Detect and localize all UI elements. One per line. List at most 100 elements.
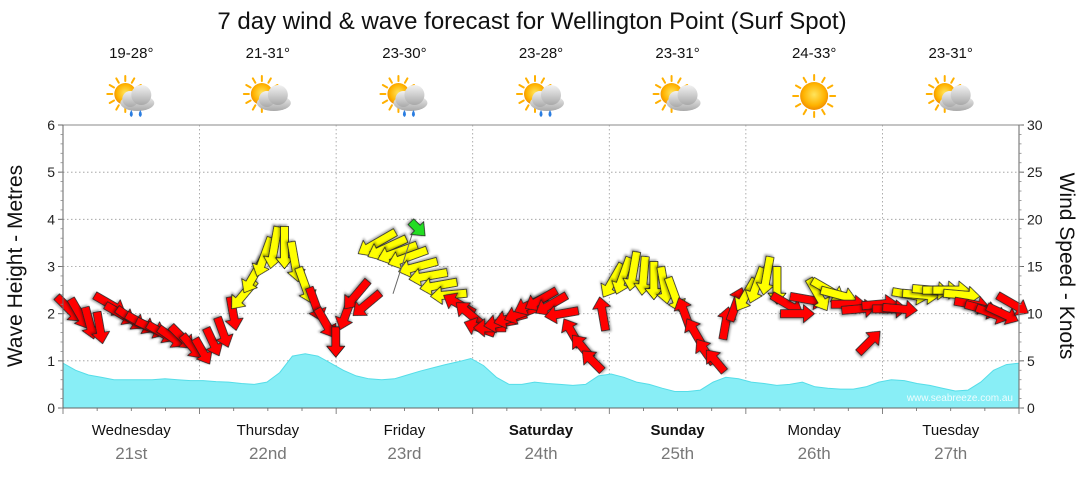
chart-title: 7 day wind & wave forecast for Wellingto… — [217, 8, 846, 35]
weather-row: 19-28° 21-31° 23-30° 23-28° 23-31° 24-33° 23-3… — [106, 45, 974, 118]
cloud-puff — [404, 85, 425, 105]
sun-ray — [381, 84, 389, 89]
raindrop — [548, 110, 552, 117]
cloud-puff — [267, 85, 288, 105]
y-tick-label-right: 20 — [1027, 211, 1043, 227]
raindrop — [539, 110, 543, 117]
sun-ray — [821, 76, 826, 84]
y-tick-label-left: 4 — [47, 211, 55, 227]
axes: 0 1 2 3 4 5 6 0 5 10 15 20 25 30 Wednesday 21st Thursday… — [47, 117, 1043, 463]
wind-arrows — [53, 218, 1029, 375]
sun-ray — [267, 77, 272, 84]
wind-arrow — [91, 310, 110, 345]
sun-ray — [388, 77, 393, 84]
raindrop — [138, 110, 142, 117]
sun-ray — [661, 77, 667, 84]
y-tick-label-left: 1 — [47, 353, 55, 369]
sun-ray — [108, 99, 116, 104]
sun-icon — [792, 74, 837, 118]
day-temperature: 23-31° — [655, 45, 699, 62]
x-tick-label-day: Friday — [384, 422, 426, 439]
day-temperature: 23-28° — [519, 45, 563, 62]
raindrop — [129, 110, 133, 117]
wind-arrow — [744, 265, 768, 304]
x-tick-label-date: 27th — [934, 444, 967, 463]
sun-ray — [826, 103, 834, 108]
sun-ray — [388, 104, 393, 111]
y-tick-label-right: 0 — [1027, 400, 1035, 416]
sun-ray — [525, 104, 530, 111]
sun-cloud-rain-icon — [379, 75, 428, 117]
wind-arrow — [706, 349, 728, 375]
sun-ray — [130, 77, 136, 84]
sun-ray — [802, 108, 808, 116]
sun-ray — [934, 104, 940, 111]
sun-ray — [794, 103, 802, 108]
day-temperature: 23-30° — [382, 45, 426, 62]
sun-ray — [251, 77, 257, 84]
sun-ray — [821, 108, 826, 116]
plot-frame — [62, 124, 1020, 409]
day-temperature: 19-28° — [109, 45, 153, 62]
wind-arrow — [544, 305, 580, 325]
sun-ray — [540, 77, 545, 84]
wind-arrow — [326, 326, 346, 358]
raindrop — [402, 110, 406, 117]
x-tick-label-day: Sunday — [650, 422, 705, 439]
sun-ray — [661, 104, 667, 111]
sun-cloud-icon — [242, 75, 291, 113]
sun-cloud-rain-icon — [516, 75, 564, 117]
sun-ray — [794, 84, 802, 89]
x-tick-label-date: 24th — [524, 444, 557, 463]
sun-ray — [403, 77, 409, 84]
current-wind-arrow — [407, 218, 426, 237]
y-tick-label-right: 10 — [1027, 306, 1043, 322]
sun-ray — [518, 99, 525, 104]
sun-disc — [800, 82, 829, 110]
wind-arrow — [213, 315, 234, 348]
wind-arrow — [780, 304, 815, 324]
y-tick-label-right: 15 — [1027, 259, 1043, 275]
x-tick-label-day: Monday — [787, 422, 841, 439]
wind-arrow — [408, 268, 449, 287]
y-tick-label-left: 2 — [47, 306, 55, 322]
x-tick-label-date: 21st — [115, 444, 147, 463]
wind-arrow — [985, 302, 1019, 325]
wind-arrow — [592, 296, 611, 332]
watermark: www.seabreeze.com.au — [906, 393, 1013, 404]
wind-arrow — [313, 306, 337, 338]
y-tick-label-right: 25 — [1027, 164, 1043, 180]
sun-ray — [115, 77, 120, 84]
sun-ray — [245, 84, 252, 89]
sun-cloud-icon — [652, 75, 701, 113]
sun-cloud-rain-icon — [106, 75, 155, 117]
sun-ray — [245, 99, 252, 104]
current-marker-pointer — [392, 234, 413, 294]
sun-ray — [518, 84, 525, 89]
raindrop — [411, 110, 415, 117]
x-tick-label-date: 23rd — [387, 444, 421, 463]
day-temperature: 24-33° — [792, 45, 836, 62]
y-tick-label-left: 6 — [47, 117, 55, 133]
wave-height-area — [62, 353, 1020, 408]
day-temperature: 23-31° — [929, 45, 973, 62]
sun-ray — [115, 104, 120, 111]
y-tick-label-left: 3 — [47, 259, 55, 275]
x-tick-label-date: 25th — [661, 444, 694, 463]
wind-arrow — [582, 350, 606, 374]
cloud-puff — [677, 85, 698, 105]
cloud-puff — [950, 85, 971, 105]
y-tick-label-right: 5 — [1027, 353, 1035, 369]
x-tick-label-date: 26th — [798, 444, 831, 463]
wind-arrow — [855, 330, 881, 356]
wave-height-line — [62, 353, 1020, 392]
x-tick-label-day: Saturday — [509, 422, 574, 439]
wind-arrow — [352, 289, 384, 316]
y-tick-label-right: 30 — [1027, 117, 1043, 133]
sun-ray — [928, 84, 935, 89]
sun-ray — [654, 84, 662, 89]
cloud-puff — [541, 85, 561, 105]
cloud-puff — [131, 85, 152, 105]
